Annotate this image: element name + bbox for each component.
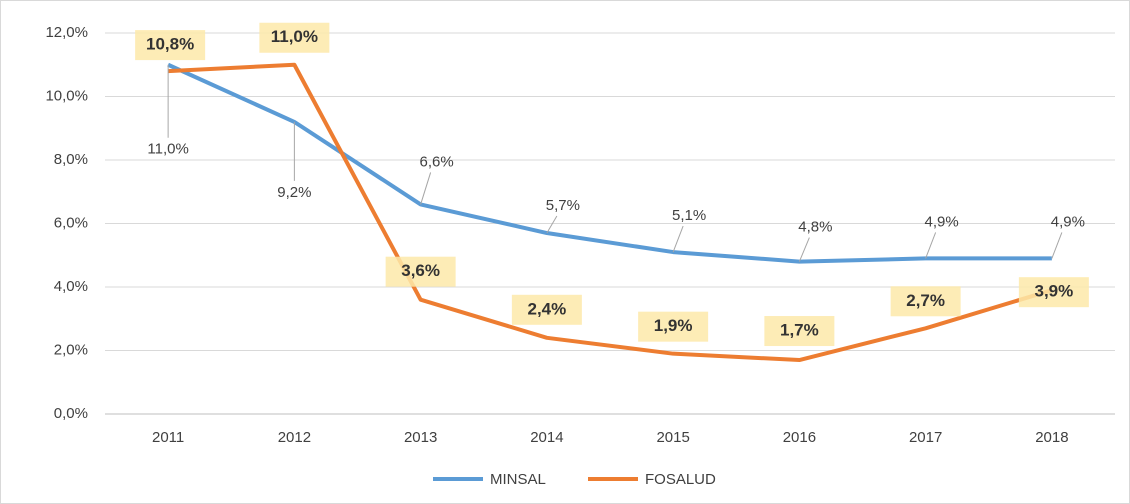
leader-line (672, 225, 684, 253)
y-tick-label: 2,0% (54, 341, 88, 358)
data-label: 4,9% (925, 213, 959, 230)
data-label: 1,7% (780, 321, 819, 340)
y-tick-label: 10,0% (45, 87, 88, 104)
legend-label: FOSALUD (645, 471, 716, 488)
data-label-box (638, 311, 709, 342)
data-label: 3,6% (401, 261, 440, 280)
legend-label: MINSAL (490, 471, 546, 488)
data-label-box (1018, 277, 1089, 308)
leader-line (546, 215, 558, 234)
data-label-box (511, 294, 582, 325)
data-label-box (259, 22, 330, 53)
leader-line (925, 232, 937, 259)
x-tick-label: 2015 (656, 429, 689, 446)
x-tick-label: 2013 (404, 429, 437, 446)
x-tick-label: 2014 (530, 429, 563, 446)
data-label-box (385, 256, 456, 287)
data-label: 5,1% (672, 207, 706, 224)
data-label: 3,9% (1035, 282, 1074, 301)
series-line (168, 62, 1053, 363)
data-label: 9,2% (277, 184, 311, 201)
data-label: 1,9% (654, 316, 693, 335)
leader-line (420, 172, 432, 205)
data-label: 11,0% (147, 141, 188, 158)
data-label: 11,0% (271, 27, 318, 46)
data-label: 10,8% (146, 35, 194, 54)
data-label: 5,7% (546, 197, 580, 214)
data-label-box (135, 30, 206, 61)
x-tick-label: 2016 (783, 429, 816, 446)
x-tick-label: 2018 (1035, 429, 1068, 446)
y-tick-label: 0,0% (54, 405, 88, 422)
data-label: 2,7% (906, 291, 945, 310)
y-tick-label: 8,0% (54, 151, 88, 168)
data-label-box (764, 316, 835, 347)
data-label: 2,4% (528, 299, 567, 318)
leader-line (798, 237, 810, 262)
data-label: 4,8% (798, 219, 832, 236)
leader-line (1051, 232, 1063, 259)
x-tick-label: 2017 (909, 429, 942, 446)
x-tick-label: 2011 (152, 429, 184, 446)
data-label-box (890, 286, 961, 317)
y-tick-label: 4,0% (54, 278, 88, 295)
series-line (167, 62, 1052, 264)
y-tick-label: 6,0% (54, 214, 88, 231)
x-tick-label: 2012 (278, 429, 311, 446)
data-label: 6,6% (420, 153, 454, 170)
y-tick-label: 12,0% (45, 24, 88, 41)
data-label: 4,9% (1051, 213, 1085, 230)
